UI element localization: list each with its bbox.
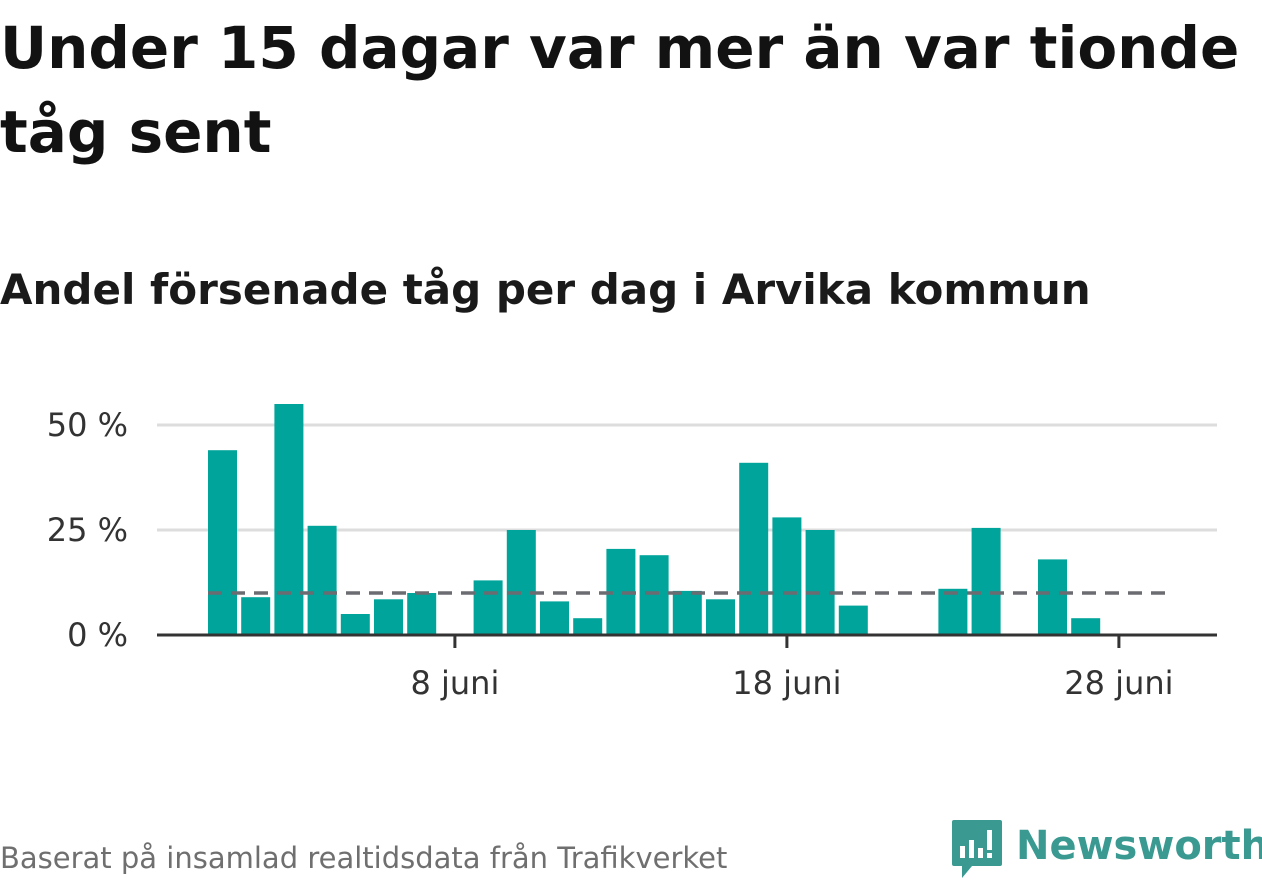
bar-juni-2 [241,597,271,635]
bar-juni-4 [307,525,337,635]
bar-juni-24 [971,527,1001,635]
y-tick-label-0: 0 % [67,616,128,654]
bar-juni-26 [1038,559,1067,635]
bar-juni-11 [540,601,569,635]
logo-text: Newsworthy [1016,823,1262,869]
y-tick-labels: 0 % 25 % 50 % [47,406,128,654]
x-tick-labels: 8 juni 18 juni 28 juni [410,664,1173,702]
bar-juni-6 [374,599,403,635]
source-note: Baserat på insamlad realtidsdata från Tr… [0,841,728,875]
newsworthy-logo: Newsworthy [950,818,1262,880]
bar-juni-12 [573,618,603,635]
bar-juni-14 [639,555,669,635]
bar-juni-23 [938,588,968,635]
grid-lines [157,423,1217,532]
x-tick-label-28: 28 juni [1064,664,1173,702]
bar-juni-16 [706,599,735,635]
x-tick-label-18: 18 juni [732,664,841,702]
bar-juni-17 [739,462,769,635]
chart-title: Under 15 dagar var mer än var tionde tåg… [0,14,1240,166]
bar-juni-18 [772,517,802,635]
bar-juni-5 [340,614,370,635]
bar-juni-20 [838,605,868,635]
y-tick-label-25: 25 % [47,511,128,549]
bar-juni-19 [805,530,835,635]
bar-juni-10 [506,530,536,635]
bar-juni-15 [672,590,702,635]
bar-juni-1 [208,450,237,635]
axes [157,633,1217,648]
chart-subtitle: Andel försenade tåg per dag i Arvika kom… [0,265,1091,314]
bars [208,404,1101,635]
x-tick-label-8: 8 juni [410,664,499,702]
bar-juni-7 [407,593,437,635]
newsworthy-logo-icon [952,820,1002,878]
bar-juni-27 [1071,618,1101,635]
y-tick-label-50: 50 % [47,406,128,444]
bar-juni-3 [274,404,304,635]
bar-juni-9 [473,580,503,635]
